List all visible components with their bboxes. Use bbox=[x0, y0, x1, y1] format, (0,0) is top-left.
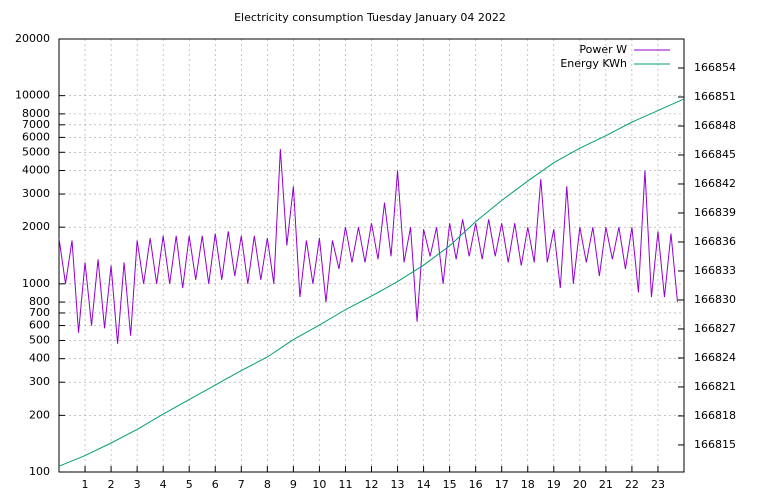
x-tick-label: 9 bbox=[290, 478, 297, 491]
y2-tick-label: 166824 bbox=[694, 351, 736, 364]
x-tick-label: 2 bbox=[108, 478, 115, 491]
x-tick-label: 8 bbox=[264, 478, 271, 491]
legend-label: Power W bbox=[579, 43, 627, 56]
y-tick-label: 500 bbox=[29, 333, 50, 346]
x-tick-label: 11 bbox=[338, 478, 352, 491]
y2-tick-label: 166842 bbox=[694, 177, 736, 190]
x-tick-label: 15 bbox=[443, 478, 457, 491]
y-tick-label: 8000 bbox=[22, 107, 50, 120]
y2-tick-label: 166851 bbox=[694, 90, 736, 103]
x-tick-label: 14 bbox=[417, 478, 431, 491]
legend-label: Energy KWh bbox=[560, 57, 627, 70]
x-tick-label: 20 bbox=[573, 478, 587, 491]
y2-tick-label: 166845 bbox=[694, 148, 736, 161]
y-tick-label: 400 bbox=[29, 352, 50, 365]
y-tick-label: 20000 bbox=[15, 32, 50, 45]
x-tick-label: 22 bbox=[625, 478, 639, 491]
y-tick-label: 6000 bbox=[22, 130, 50, 143]
x-tick-label: 7 bbox=[238, 478, 245, 491]
x-tick-label: 13 bbox=[391, 478, 405, 491]
series-line bbox=[58, 98, 685, 467]
y2-tick-label: 166830 bbox=[694, 293, 736, 306]
x-tick-label: 10 bbox=[312, 478, 326, 491]
x-tick-label: 21 bbox=[599, 478, 613, 491]
x-tick-label: 18 bbox=[521, 478, 535, 491]
y-tick-label: 100 bbox=[29, 465, 50, 478]
y-tick-label: 1000 bbox=[22, 277, 50, 290]
x-tick-label: 3 bbox=[134, 478, 141, 491]
y-tick-label: 3000 bbox=[22, 187, 50, 200]
y-tick-label: 700 bbox=[29, 306, 50, 319]
x-tick-label: 12 bbox=[365, 478, 379, 491]
plot-frame bbox=[58, 38, 685, 473]
y2-tick-label: 166815 bbox=[694, 438, 736, 451]
y2-tick-label: 166821 bbox=[694, 380, 736, 393]
y-tick-label: 600 bbox=[29, 319, 50, 332]
y-tick-label: 200 bbox=[29, 408, 50, 421]
x-tick-label: 23 bbox=[651, 478, 665, 491]
y-tick-label: 7000 bbox=[22, 118, 50, 131]
y2-tick-label: 166833 bbox=[694, 264, 736, 277]
y2-tick-label: 166848 bbox=[694, 119, 736, 132]
x-tick-label: 19 bbox=[547, 478, 561, 491]
y2-tick-label: 166836 bbox=[694, 235, 736, 248]
x-tick-label: 1 bbox=[82, 478, 89, 491]
y-tick-label: 2000 bbox=[22, 220, 50, 233]
y-tick-label: 300 bbox=[29, 375, 50, 388]
y-tick-label: 5000 bbox=[22, 145, 50, 158]
y-tick-label: 800 bbox=[29, 295, 50, 308]
y2-tick-label: 166854 bbox=[694, 61, 736, 74]
chart-title: Electricity consumption Tuesday January … bbox=[234, 11, 506, 24]
y2-tick-label: 166839 bbox=[694, 206, 736, 219]
x-tick-label: 4 bbox=[160, 478, 167, 491]
x-tick-label: 16 bbox=[469, 478, 483, 491]
y-tick-label: 10000 bbox=[15, 89, 50, 102]
y2-tick-label: 166827 bbox=[694, 322, 736, 335]
x-tick-label: 17 bbox=[495, 478, 509, 491]
x-tick-label: 5 bbox=[186, 478, 193, 491]
series-line bbox=[58, 149, 678, 344]
x-tick-label: 6 bbox=[212, 478, 219, 491]
y-tick-label: 4000 bbox=[22, 164, 50, 177]
y2-tick-label: 166818 bbox=[694, 409, 736, 422]
